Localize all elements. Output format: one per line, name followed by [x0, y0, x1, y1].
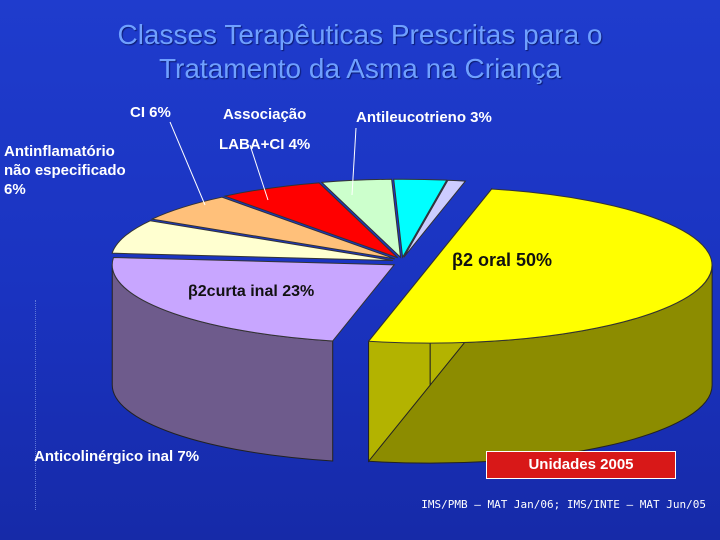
- leader-line-2: [351, 127, 357, 196]
- label-beta2-curta: β2curta inal 23%: [188, 283, 315, 300]
- label-beta2-oral: β2 oral 50%: [452, 250, 553, 270]
- label-antileucotrieno: Antileucotrieno 3%: [356, 109, 492, 126]
- label-associacao-line1: Associação: [222, 106, 307, 123]
- pie-slice-0: [367, 188, 713, 344]
- units-badge: Unidades 2005: [486, 451, 676, 479]
- leader-line-1: [249, 144, 269, 201]
- label-antinflamatorio-line3: 6%: [4, 181, 26, 198]
- pie-slice-6: [393, 178, 448, 259]
- pie-slice-2: [111, 220, 393, 262]
- pie-slice-3: [150, 196, 395, 260]
- pie-tops: [111, 178, 713, 344]
- pie-slice-7: [403, 179, 467, 258]
- label-antinflamatorio-line2: não especificado: [4, 162, 126, 179]
- pie-slice-1: [111, 256, 396, 342]
- label-antinflamatorio-line1: Antinflamatório: [4, 143, 115, 160]
- pie-slice-5: [320, 178, 402, 259]
- dotted-guide-line: [35, 300, 36, 510]
- slide-title: Classes Terapêuticas Prescritas para o T…: [40, 18, 680, 86]
- label-ci: CI 6%: [130, 104, 171, 121]
- label-associacao: Associação LABA+CI 4%: [219, 100, 310, 160]
- title-line-1: Classes Terapêuticas Prescritas para o: [117, 19, 603, 50]
- leader-line-0: [169, 121, 206, 206]
- pie-slice-4: [222, 182, 398, 259]
- label-antinflamatorio: Antinflamatório não especificado 6%: [4, 142, 126, 199]
- leader-lines: [169, 121, 357, 206]
- label-associacao-line2: LABA+CI 4%: [219, 136, 311, 153]
- source-note: IMS/PMB – MAT Jan/06; IMS/INTE – MAT Jun…: [421, 498, 706, 511]
- title-line-2: Tratamento da Asma na Criança: [158, 53, 562, 84]
- label-anticolinergico: Anticolinérgico inal 7%: [34, 448, 200, 465]
